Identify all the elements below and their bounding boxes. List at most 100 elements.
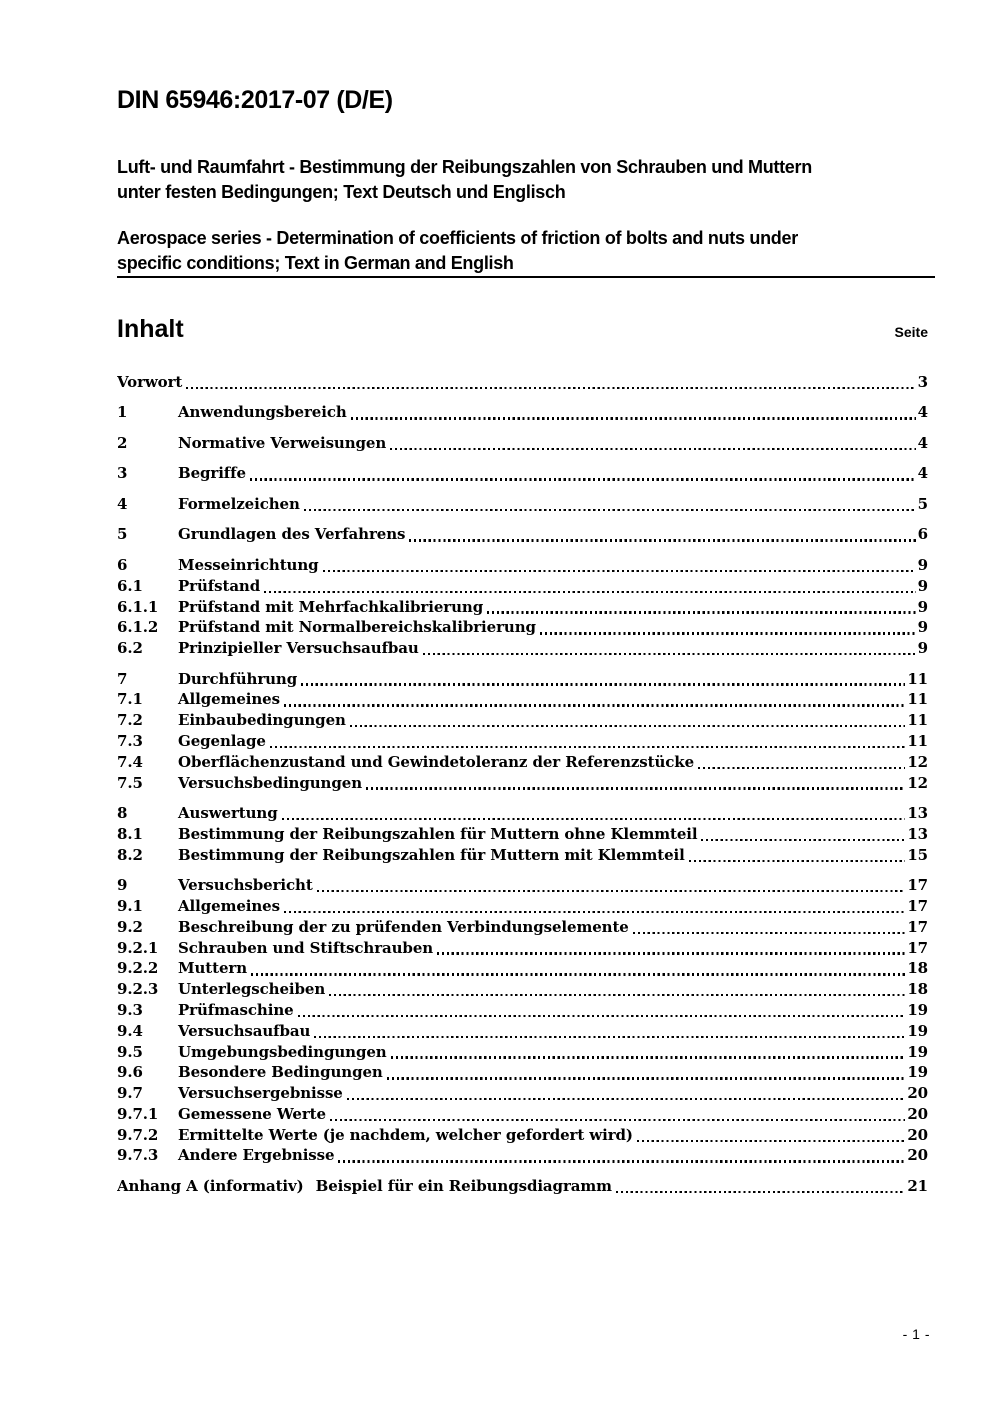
toc-leader-dots (264, 590, 916, 593)
toc-entry-label: Auswertung (178, 804, 278, 823)
contents-heading: Inhalt (117, 315, 184, 343)
toc-entry-label: Beschreibung der zu prüfenden Verbindung… (178, 917, 629, 936)
toc-leader-dots (636, 1139, 906, 1142)
toc-leader-dots (329, 994, 906, 997)
toc-entry: 4 Formelzeichen 5 (117, 494, 928, 515)
toc-entry-number: 7.3 (117, 731, 143, 750)
toc-entry-page: 15 (907, 845, 928, 864)
horizontal-rule (117, 276, 935, 278)
toc-entry: 6 Messeinrichtung 9 (117, 555, 928, 576)
toc-entry-page: 18 (907, 980, 928, 999)
toc-entry-label: Besondere Bedingungen (178, 1063, 383, 1082)
toc-entry-number: 7 (117, 669, 128, 688)
toc-entry-number: 6.1.1 (117, 597, 159, 616)
toc-leader-dots (329, 1118, 906, 1122)
toc-entry-page: 21 (907, 1176, 928, 1195)
toc-entry: 3 Begriffe 4 (117, 463, 928, 484)
toc-leader-dots (350, 417, 916, 420)
toc-entry: 7.1 Allgemeines 11 (117, 689, 928, 710)
toc-entry-page: 4 (917, 433, 928, 452)
toc-leader-dots (386, 1077, 906, 1080)
toc-leader-dots (539, 632, 916, 635)
toc-entry-page: 4 (917, 403, 928, 422)
toc-entry: 7.5 Versuchsbedingungen 12 (117, 773, 928, 794)
toc-entry-number: 7.5 (117, 773, 143, 792)
toc-entry: 7.4 Oberflächenzustand und Gewindetoleran… (117, 752, 928, 773)
toc-leader-dots (409, 539, 916, 542)
toc-entry: 8.2 Bestimmung der Reibungszahlen für Mut… (117, 845, 928, 866)
toc-entry-number: 9.2.1 (117, 938, 159, 957)
toc-entry-page: 9 (917, 555, 928, 574)
toc-entry-page: 9 (917, 597, 928, 616)
toc-entry-number: 9.7 (117, 1084, 143, 1103)
toc-entry-number: 9.2.2 (117, 959, 159, 978)
toc-entry-number: 6 (117, 555, 128, 574)
toc-leader-dots (422, 653, 916, 656)
toc-entry: 9.2.1 Schrauben und Stiftschrauben 17 (117, 938, 928, 959)
toc-leader-dots (186, 386, 916, 390)
toc-entry-label: Prüfstand (178, 576, 261, 595)
toc-entry-page: 11 (907, 711, 928, 730)
toc-leader-dots (390, 1056, 906, 1059)
toc-entry: 7.2 Einbaubedingungen 11 (117, 710, 928, 731)
toc-entry-number: 7.2 (117, 711, 143, 730)
toc-entry-page: 11 (907, 731, 928, 750)
toc-entry: 6.1.2 Prüfstand mit Normalbereichskalibri… (117, 617, 928, 638)
toc-entry-page: 18 (907, 959, 928, 978)
toc-entry-label: Ermittelte Werte (je nachdem, welcher ge… (178, 1125, 633, 1144)
toc-entry-page: 20 (907, 1125, 928, 1144)
toc-entry-number: 1 (117, 403, 128, 422)
toc-entry-page: 13 (907, 824, 928, 843)
toc-entry-number: 9.2.3 (117, 980, 159, 999)
toc-entry-page: 9 (917, 618, 928, 637)
toc-entry-page: 19 (907, 1021, 928, 1040)
toc-entry-label: Bestimmung der Reibungszahlen für Mutter… (178, 845, 685, 864)
toc-entry-label: Andere Ergebnisse (178, 1146, 335, 1165)
toc-entry-label-2: Beispiel für ein Reibungsdiagramm (315, 1176, 612, 1195)
toc-entry-label: Prüfstand mit Normalbereichskalibrierung (178, 618, 536, 637)
toc-entry-number: 8 (117, 804, 128, 823)
title-german-line-1: Luft- und Raumfahrt - Bestimmung der Rei… (117, 157, 812, 177)
toc-entry-number: 7.4 (117, 752, 143, 771)
toc-entry-page: 20 (907, 1146, 928, 1165)
toc-entry: 9.2 Beschreibung der zu prüfenden Verbind… (117, 917, 928, 938)
toc-entry-label: Gemessene Werte (178, 1104, 326, 1123)
toc-leader-dots (437, 952, 906, 955)
toc-entry-page: 11 (907, 669, 928, 688)
toc-entry-label: Versuchsergebnisse (178, 1084, 343, 1103)
toc-entry-label: Normative Verweisungen (178, 433, 387, 452)
toc-entry: 8 Auswertung 13 (117, 803, 928, 824)
toc-entry-number: 9.2 (117, 917, 143, 936)
toc-entry-number: 9.6 (117, 1063, 143, 1082)
toc-leader-dots (615, 1190, 906, 1194)
toc-entry-label: Grundlagen des Verfahrens (178, 525, 406, 544)
toc-leader-dots (301, 683, 906, 686)
toc-entry: 9.7.2 Ermittelte Werte (je nachdem, welch… (117, 1125, 928, 1146)
toc-entry-label: Allgemeines (178, 896, 280, 915)
toc-entry-number: 9.1 (117, 896, 143, 915)
toc-entry-page: 12 (907, 773, 928, 792)
toc-entry-label: Allgemeines (178, 690, 280, 709)
page-column-label: Seite (894, 324, 928, 340)
title-german: Luft- und Raumfahrt - Bestimmung der Rei… (117, 155, 932, 205)
toc-entry-label: Einbaubedingungen (178, 711, 346, 730)
toc-entry-label: Anhang A (informativ) (117, 1176, 304, 1195)
toc-entry-label: Vorwort (117, 373, 183, 391)
toc-entry-page: 17 (907, 917, 928, 936)
toc-leader-dots (338, 1160, 906, 1163)
toc-entry: 9.6 Besondere Bedingungen 19 (117, 1062, 928, 1083)
toc-entry-page: 4 (917, 464, 928, 483)
toc-leader-dots (283, 910, 906, 914)
toc-leader-dots (322, 569, 916, 573)
toc-entry-label: Prinzipieller Versuchsaufbau (178, 639, 419, 658)
toc-leader-dots (297, 1014, 906, 1018)
toc-entry-page: 12 (907, 752, 928, 771)
toc-leader-dots (632, 931, 906, 935)
toc-entry-number: 8.2 (117, 845, 143, 864)
document-number: DIN 65946:2017-07 (D/E) (117, 86, 393, 114)
toc-entry-number: 8.1 (117, 824, 143, 843)
toc-entry-number: 5 (117, 525, 128, 544)
toc-entry: 9.7 Versuchsergebnisse 20 (117, 1083, 928, 1104)
toc-leader-dots (269, 745, 906, 749)
toc-leader-dots (701, 838, 906, 842)
